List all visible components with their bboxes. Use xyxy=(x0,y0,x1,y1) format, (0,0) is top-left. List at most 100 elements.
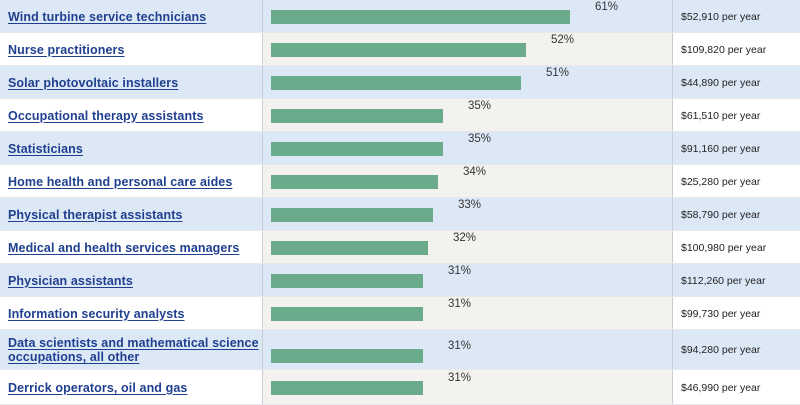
growth-percent-label: 31% xyxy=(448,265,472,277)
occupation-link[interactable]: Nurse practitioners xyxy=(8,42,125,57)
occupation-link[interactable]: Information security analysts xyxy=(8,306,185,321)
growth-bar-cell: 33% xyxy=(263,198,673,231)
median-pay: $52,910 per year xyxy=(681,10,761,23)
median-pay-cell: $112,260 per year xyxy=(673,264,800,297)
growth-percent-label: 33% xyxy=(458,199,482,211)
growth-percent-label: 35% xyxy=(468,133,492,145)
growth-bar xyxy=(271,241,428,255)
row-divider xyxy=(0,296,800,297)
growth-bar xyxy=(271,349,423,363)
row-divider xyxy=(0,230,800,231)
growth-bar-cell: 35% xyxy=(263,99,673,132)
table-row: Solar photovoltaic installers 51% $44,890 … xyxy=(0,66,800,99)
table-row: Derrick operators, oil and gas 31% $46,990… xyxy=(0,370,800,405)
table-row: Information security analysts 31% $99,730 … xyxy=(0,297,800,330)
row-divider xyxy=(0,32,800,33)
occupation-cell: Physical therapist assistants xyxy=(0,198,263,231)
table-row: Occupational therapy assistants 35% $61,51… xyxy=(0,99,800,132)
occupation-link[interactable]: Wind turbine service technicians xyxy=(8,9,207,24)
row-divider xyxy=(0,98,800,99)
median-pay-cell: $46,990 per year xyxy=(673,370,800,405)
growth-bar-cell: 31% xyxy=(263,370,673,405)
growth-percent-label: 35% xyxy=(468,100,492,112)
median-pay: $46,990 per year xyxy=(681,381,761,394)
occupation-cell: Data scientists and mathematical science… xyxy=(0,330,263,370)
occupation-cell: Home health and personal care aides xyxy=(0,165,263,198)
occupation-link[interactable]: Statisticians xyxy=(8,141,83,156)
median-pay: $109,820 per year xyxy=(681,43,767,56)
median-pay-cell: $44,890 per year xyxy=(673,66,800,99)
occupation-link[interactable]: Data scientists and mathematical science… xyxy=(8,336,259,364)
median-pay-cell: $109,820 per year xyxy=(673,33,800,66)
table-row: Data scientists and mathematical science… xyxy=(0,330,800,370)
occupation-cell: Medical and health services managers xyxy=(0,231,263,264)
table-row: Physical therapist assistants 33% $58,790 … xyxy=(0,198,800,231)
growth-bar-cell: 35% xyxy=(263,132,673,165)
median-pay-cell: $94,280 per year xyxy=(673,330,800,370)
median-pay: $112,260 per year xyxy=(681,274,766,287)
occupation-link[interactable]: Physician assistants xyxy=(8,273,133,288)
growth-bar xyxy=(271,109,443,123)
occupation-cell: Nurse practitioners xyxy=(0,33,263,66)
median-pay: $94,280 per year xyxy=(681,344,761,356)
growth-bar-cell: 61% xyxy=(263,0,673,33)
median-pay: $99,730 per year xyxy=(681,307,761,320)
occupation-cell: Statisticians xyxy=(0,132,263,165)
row-divider xyxy=(0,263,800,264)
growth-percent-label: 34% xyxy=(463,166,487,178)
growth-bar-cell: 34% xyxy=(263,165,673,198)
growth-bar xyxy=(271,76,521,90)
growth-bar xyxy=(271,208,433,222)
occupation-link[interactable]: Medical and health services managers xyxy=(8,240,240,255)
growth-bar xyxy=(271,43,526,57)
row-divider xyxy=(0,131,800,132)
table-row: Nurse practitioners 52% $109,820 per year xyxy=(0,33,800,66)
median-pay-cell: $99,730 per year xyxy=(673,297,800,330)
growth-bar xyxy=(271,10,570,24)
occupation-link[interactable]: Occupational therapy assistants xyxy=(8,108,204,123)
median-pay-cell: $58,790 per year xyxy=(673,198,800,231)
occupation-cell: Solar photovoltaic installers xyxy=(0,66,263,99)
growth-bar xyxy=(271,274,423,288)
growth-bar-cell: 31% xyxy=(263,330,673,370)
occupation-link[interactable]: Solar photovoltaic installers xyxy=(8,75,179,90)
growth-bar xyxy=(271,307,423,321)
growth-bar-cell: 31% xyxy=(263,264,673,297)
growth-bar-cell: 52% xyxy=(263,33,673,66)
median-pay: $91,160 per year xyxy=(681,142,761,155)
growth-bar xyxy=(271,175,438,189)
growth-bar xyxy=(271,142,443,156)
growth-bar-cell: 31% xyxy=(263,297,673,330)
occupation-cell: Physician assistants xyxy=(0,264,263,297)
median-pay-cell: $100,980 per year xyxy=(673,231,800,264)
table-row: Medical and health services managers 32% $… xyxy=(0,231,800,264)
row-divider xyxy=(0,164,800,165)
median-pay: $61,510 per year xyxy=(681,109,761,122)
median-pay-cell: $52,910 per year xyxy=(673,0,800,33)
row-divider xyxy=(0,369,800,370)
occupation-link[interactable]: Derrick operators, oil and gas xyxy=(8,380,188,395)
table-row: Wind turbine service technicians 61% $52,9… xyxy=(0,0,800,33)
median-pay-cell: $61,510 per year xyxy=(673,99,800,132)
median-pay: $100,980 per year xyxy=(681,241,767,254)
occupation-link[interactable]: Physical therapist assistants xyxy=(8,207,183,222)
occupation-link[interactable]: Home health and personal care aides xyxy=(8,174,233,189)
growth-percent-label: 52% xyxy=(551,34,575,46)
median-pay: $44,890 per year xyxy=(681,76,761,89)
median-pay: $58,790 per year xyxy=(681,208,761,221)
occupation-cell: Derrick operators, oil and gas xyxy=(0,370,263,405)
table-row: Statisticians 35% $91,160 per year xyxy=(0,132,800,165)
growth-bar xyxy=(271,381,423,395)
growth-percent-label: 31% xyxy=(448,298,472,310)
growth-percent-label: 31% xyxy=(448,340,472,352)
row-divider xyxy=(0,197,800,198)
median-pay: $25,280 per year xyxy=(681,175,761,188)
median-pay-cell: $91,160 per year xyxy=(673,132,800,165)
table-row: Home health and personal care aides 34% $2… xyxy=(0,165,800,198)
growth-percent-label: 32% xyxy=(453,232,477,244)
growth-percent-label: 51% xyxy=(546,67,570,79)
growth-percent-label: 31% xyxy=(448,372,472,384)
occupation-cell: Information security analysts xyxy=(0,297,263,330)
growth-bar-cell: 32% xyxy=(263,231,673,264)
